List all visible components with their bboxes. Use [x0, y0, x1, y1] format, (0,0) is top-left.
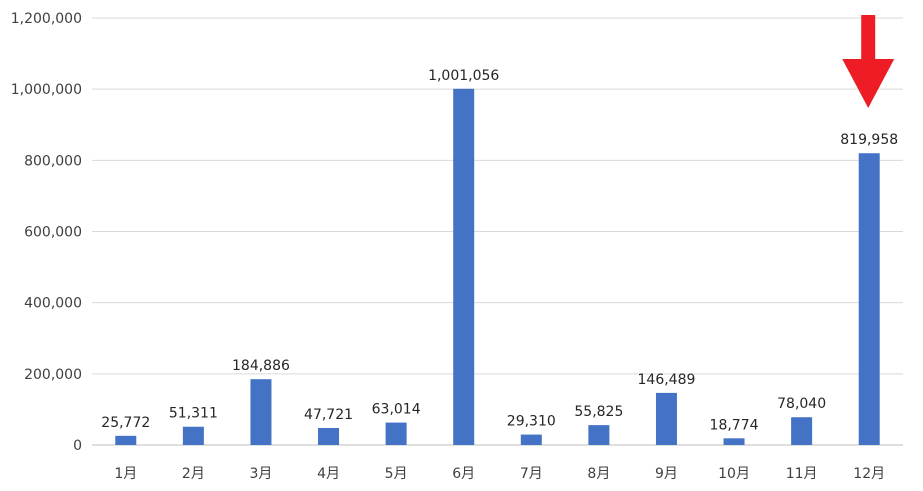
- bar: [655, 392, 677, 445]
- data-label: 78,040: [777, 396, 826, 412]
- y-tick-label: 600,000: [24, 225, 82, 241]
- x-tick-label: 4月: [317, 466, 340, 482]
- bar: [723, 438, 745, 445]
- bar: [182, 426, 204, 445]
- x-tick-label: 3月: [249, 466, 272, 482]
- bar: [588, 425, 610, 445]
- bar: [858, 153, 880, 445]
- data-label: 55,825: [574, 404, 623, 420]
- x-tick-label: 10月: [718, 466, 750, 482]
- y-tick-label: 200,000: [24, 367, 82, 383]
- data-label: 1,001,056: [428, 68, 499, 84]
- x-tick-label: 2月: [182, 466, 205, 482]
- bar: [791, 417, 813, 445]
- y-tick-label: 0: [73, 438, 82, 454]
- data-label: 184,886: [232, 358, 290, 374]
- data-label: 47,721: [304, 407, 353, 423]
- bar: [115, 435, 137, 445]
- data-label: 18,774: [710, 417, 759, 433]
- bar: [453, 88, 475, 446]
- y-tick-label: 1,200,000: [11, 11, 82, 27]
- y-tick-label: 400,000: [24, 296, 82, 312]
- y-tick-label: 800,000: [24, 153, 82, 169]
- data-label: 63,014: [372, 402, 421, 418]
- bar: [520, 434, 542, 445]
- data-label: 146,489: [638, 372, 696, 388]
- data-label: 819,958: [840, 132, 898, 148]
- x-tick-label: 8月: [587, 466, 610, 482]
- x-tick-label: 5月: [385, 466, 408, 482]
- x-tick-label: 9月: [655, 466, 678, 482]
- data-label: 51,311: [169, 406, 218, 422]
- data-label: 25,772: [101, 415, 150, 431]
- x-tick-label: 7月: [520, 466, 543, 482]
- x-tick-label: 6月: [452, 466, 475, 482]
- data-label: 29,310: [507, 414, 556, 430]
- x-tick-label: 11月: [786, 466, 818, 482]
- down-arrow-annotation: [842, 15, 895, 108]
- y-tick-label: 1,000,000: [11, 82, 82, 98]
- bar: [385, 422, 407, 445]
- bar: [318, 428, 340, 445]
- x-tick-label: 1月: [114, 466, 137, 482]
- x-tick-label: 12月: [853, 466, 885, 482]
- bar: [250, 379, 272, 445]
